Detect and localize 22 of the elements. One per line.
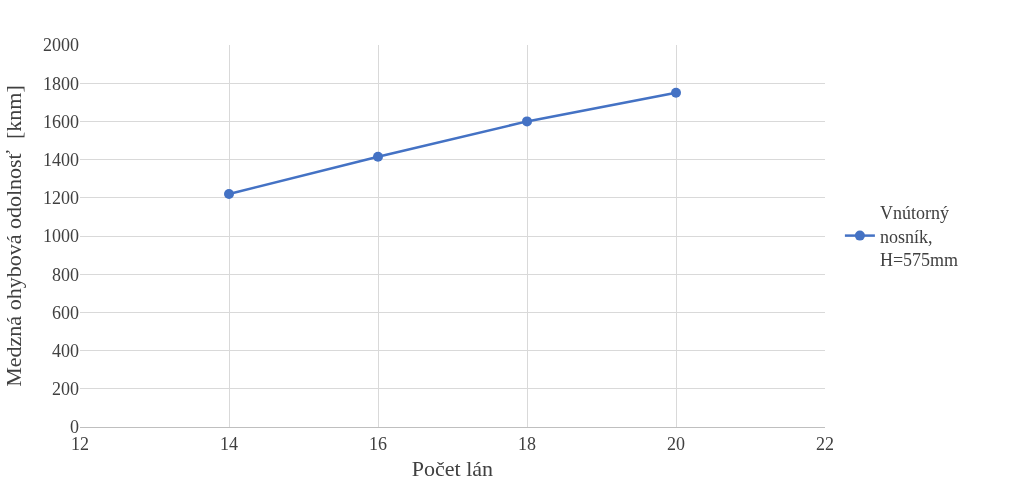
legend-label: Vnútorný nosník, H=575mm bbox=[879, 203, 959, 271]
point bbox=[671, 87, 681, 98]
x-tick-label: 22 bbox=[816, 433, 834, 454]
x-tick-label: 18 bbox=[518, 433, 536, 454]
y-axis-title: Medzná ohybová odolnosť [knm] bbox=[0, 85, 26, 387]
y-tick-label: 800 bbox=[52, 264, 79, 285]
point bbox=[373, 151, 383, 162]
y-tick-label: 1400 bbox=[43, 149, 79, 170]
x-tick-label: 16 bbox=[369, 433, 387, 454]
y-tick-label: 1600 bbox=[43, 111, 79, 132]
y-tick-label: 2000 bbox=[43, 35, 79, 56]
y-tick-label: 200 bbox=[52, 379, 79, 400]
y-tick-label: 1200 bbox=[43, 188, 79, 209]
x-axis-title: Počet lán bbox=[411, 456, 494, 482]
point bbox=[522, 116, 532, 127]
y-tick-label: 1000 bbox=[43, 226, 79, 247]
y-tick-label: 600 bbox=[52, 302, 79, 323]
y-tick-label: 1800 bbox=[43, 73, 79, 94]
x-tick-label: 20 bbox=[667, 433, 685, 454]
point bbox=[224, 188, 234, 199]
y-tick-label: 400 bbox=[52, 340, 79, 361]
x-tick-label: 14 bbox=[220, 433, 238, 454]
